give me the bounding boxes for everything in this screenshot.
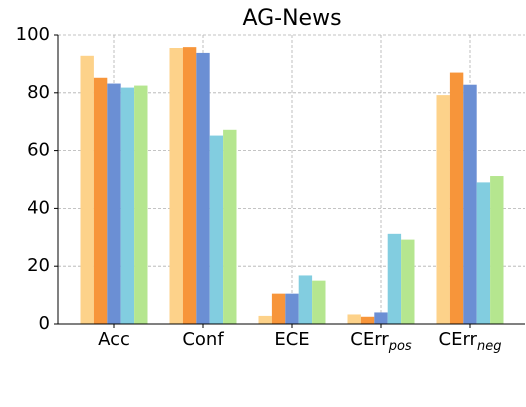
y-tick-label: 20	[27, 255, 50, 276]
x-tick-label: CErrneg	[439, 329, 502, 354]
bar	[312, 280, 326, 324]
y-tick-label: 40	[27, 197, 50, 218]
bar	[463, 84, 477, 324]
x-tick-label: Acc	[98, 329, 130, 350]
bar	[182, 47, 197, 324]
bar	[120, 87, 135, 325]
x-tick-label: Conf	[182, 329, 224, 350]
chart-title: AG-News	[242, 6, 341, 31]
bar	[374, 312, 388, 324]
bar	[271, 293, 286, 324]
y-tick-label: 0	[39, 313, 50, 334]
bar	[387, 233, 402, 324]
bar	[209, 135, 224, 324]
y-tick-label: 100	[16, 24, 50, 45]
bar	[107, 83, 121, 324]
x-tick-label: ECE	[274, 329, 309, 350]
bar	[93, 77, 108, 324]
bar	[285, 293, 299, 324]
bar	[476, 182, 491, 324]
y-tick-label: 60	[27, 140, 50, 161]
bar	[436, 95, 450, 324]
bar	[449, 72, 464, 324]
bar	[196, 52, 210, 324]
bar	[134, 85, 148, 324]
bar	[258, 315, 272, 324]
bar	[298, 275, 313, 324]
bar	[347, 314, 361, 324]
bar	[169, 48, 183, 324]
bar	[490, 176, 504, 324]
bar	[223, 129, 237, 324]
y-tick-label: 80	[27, 82, 50, 103]
bar	[401, 239, 415, 324]
bar	[360, 316, 375, 324]
bar	[80, 55, 94, 325]
x-tick-label: CErrpos	[350, 329, 412, 354]
